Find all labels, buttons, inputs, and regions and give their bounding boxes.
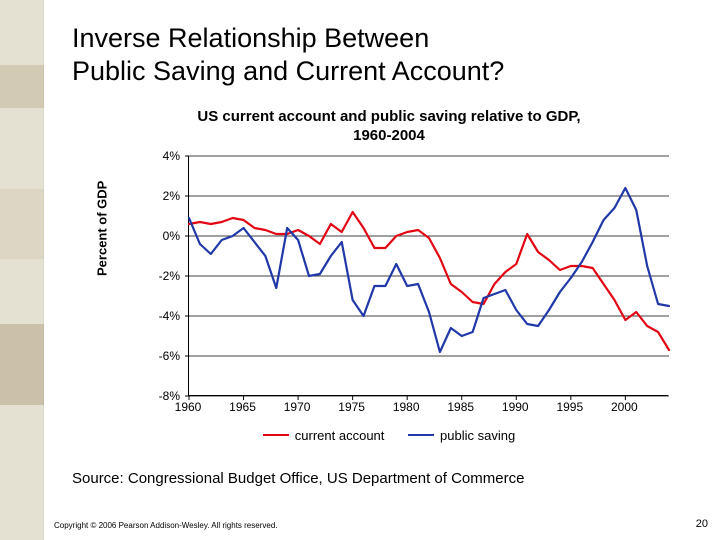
y-tick-label: 0% (163, 229, 180, 243)
x-tick-label: 1965 (229, 400, 256, 414)
plot (188, 156, 668, 396)
x-tick-label: 1975 (338, 400, 365, 414)
x-tick-label: 1960 (175, 400, 202, 414)
y-tick-label: -6% (159, 349, 180, 363)
legend-item-public-saving: public saving (408, 428, 515, 443)
y-tick-label: 2% (163, 189, 180, 203)
decorative-sidebar (0, 0, 44, 540)
legend-item-current-account: current account (263, 428, 385, 443)
x-tick-label: 1990 (502, 400, 529, 414)
chart-title: US current account and public saving rel… (104, 108, 674, 146)
chart-title-line-1: US current account and public saving rel… (197, 108, 580, 125)
legend-label-current-account: current account (295, 428, 385, 443)
plot-area: Percent of GDP -8%-6%-4%-2%0%2%4% 196019… (104, 156, 674, 396)
title-line-1: Inverse Relationship Between (72, 23, 429, 53)
source-text: Source: Congressional Budget Office, US … (72, 470, 524, 487)
legend-label-public-saving: public saving (440, 428, 515, 443)
x-tick-label: 2000 (611, 400, 638, 414)
x-tick-label: 1985 (447, 400, 474, 414)
legend: current account public saving (104, 424, 674, 443)
x-tick-label: 1980 (393, 400, 420, 414)
y-tick-label: -2% (159, 269, 180, 283)
legend-swatch-current-account (263, 434, 289, 436)
y-tick-label: -4% (159, 309, 180, 323)
chart-title-line-2: 1960-2004 (353, 127, 425, 144)
y-axis-label: Percent of GDP (95, 181, 110, 276)
page-number: 20 (696, 518, 708, 530)
x-tick-label: 1970 (284, 400, 311, 414)
legend-swatch-public-saving (408, 434, 434, 436)
title-line-2: Public Saving and Current Account? (72, 56, 504, 86)
plot-svg (189, 156, 669, 396)
chart: US current account and public saving rel… (104, 108, 674, 458)
x-tick-label: 1995 (556, 400, 583, 414)
y-tick-labels: -8%-6%-4%-2%0%2%4% (138, 156, 184, 396)
slide-content: Inverse Relationship Between Public Savi… (44, 0, 720, 540)
copyright-text: Copyright © 2006 Pearson Addison-Wesley.… (54, 521, 278, 530)
x-tick-labels: 196019651970197519801985199019952000 (188, 400, 668, 418)
slide-title: Inverse Relationship Between Public Savi… (72, 22, 504, 88)
y-tick-label: 4% (163, 149, 180, 163)
